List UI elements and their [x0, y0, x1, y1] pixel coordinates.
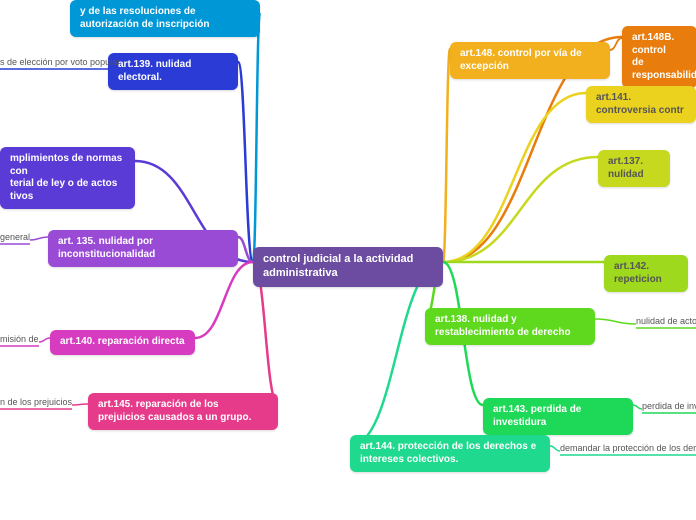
node-n_incum[interactable]: mplimientos de normas conterial de ley o… [0, 147, 135, 209]
center-node[interactable]: control judicial a la actividad administ… [253, 247, 443, 287]
node-n_138[interactable]: art.138. nulidad y restablecimiento de d… [425, 308, 595, 345]
node-n_137[interactable]: art.137. nulidad [598, 150, 670, 187]
leaf-n_135: general [0, 232, 30, 243]
leaf-n_140: misión de [0, 334, 39, 345]
node-n_144[interactable]: art.144. protección de los derechos e in… [350, 435, 550, 472]
node-n_139[interactable]: art.139. nulidad electoral. [108, 53, 238, 90]
node-n_148[interactable]: art.148. control por vía de excepción [450, 42, 610, 79]
node-n_148b[interactable]: art.148B. controlde responsabilid [622, 26, 696, 88]
node-n_141[interactable]: art.141. controversia contr [586, 86, 696, 123]
leaf-n_138: nulidad de acto admi [636, 316, 696, 327]
node-n_135[interactable]: art. 135. nulidad por inconstitucionalid… [48, 230, 238, 267]
leaf-n_144: demandar la protección de los derechos c… [560, 443, 696, 454]
node-n_top_left[interactable]: y de las resoluciones de autorización de… [70, 0, 260, 37]
leaf-n_143: perdida de investid [642, 401, 696, 412]
node-n_140[interactable]: art.140. reparación directa [50, 330, 195, 355]
node-n_143[interactable]: art.143. perdida de investidura [483, 398, 633, 435]
node-n_142[interactable]: art.142. repeticion [604, 255, 688, 292]
leaf-n_139: s de elección por voto popular [0, 57, 120, 68]
node-n_145[interactable]: art.145. reparación de los prejuicios ca… [88, 393, 278, 430]
leaf-n_145: n de los prejuicios [0, 397, 72, 408]
